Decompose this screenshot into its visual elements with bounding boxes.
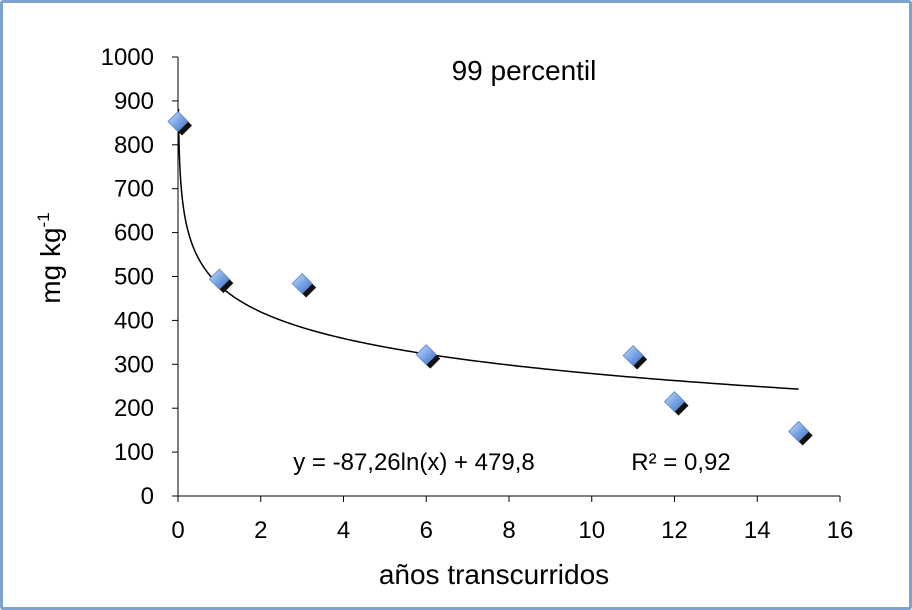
data-point-marker xyxy=(788,420,810,443)
data-point xyxy=(663,391,689,416)
data-point-marker xyxy=(291,272,313,295)
y-tick-label: 0 xyxy=(141,483,154,510)
data-point xyxy=(291,272,317,298)
data-point-marker xyxy=(208,268,230,290)
data-point xyxy=(788,420,813,446)
trendline xyxy=(177,108,799,390)
axes xyxy=(177,57,840,497)
y-tick-label: 1000 xyxy=(101,44,154,71)
data-point xyxy=(208,268,234,294)
data-point xyxy=(415,344,441,369)
x-tick-label: 8 xyxy=(502,517,515,544)
x-tick-label: 0 xyxy=(171,517,184,544)
y-tick-label: 300 xyxy=(114,351,154,378)
chart-title: 99 percentil xyxy=(452,55,597,86)
y-axis-title: mg kg-1 xyxy=(34,212,66,303)
y-axis-title-superscript: -1 xyxy=(34,212,53,227)
data-point-marker xyxy=(663,391,686,413)
y-tick-label: 100 xyxy=(114,439,154,466)
y-tick-label: 600 xyxy=(114,220,154,247)
data-points xyxy=(167,110,813,446)
y-tick-label: 400 xyxy=(114,307,154,334)
y-tick-label: 500 xyxy=(114,264,154,291)
y-axis-ticks: 0 100 200 300 400 500 600 700 800 900 1000 xyxy=(101,44,178,510)
data-point-marker xyxy=(415,344,437,366)
x-tick-label: 16 xyxy=(827,517,854,544)
y-tick-label: 800 xyxy=(114,132,154,159)
data-point xyxy=(167,110,192,136)
x-axis-ticks: 0 2 4 6 8 10 12 14 16 xyxy=(171,496,853,544)
r-squared-label: R² = 0,92 xyxy=(631,449,730,476)
data-point-marker xyxy=(622,344,644,367)
data-point xyxy=(622,344,648,370)
x-tick-label: 4 xyxy=(337,517,350,544)
x-tick-label: 14 xyxy=(744,517,771,544)
data-point-marker xyxy=(167,110,189,133)
y-axis-title-main: mg kg xyxy=(35,227,66,303)
y-tick-label: 900 xyxy=(114,88,154,115)
x-axis-title: años transcurridos xyxy=(379,559,609,590)
x-tick-label: 2 xyxy=(254,517,267,544)
y-tick-label: 200 xyxy=(114,395,154,422)
y-tick-label: 700 xyxy=(114,176,154,203)
x-tick-label: 10 xyxy=(578,517,605,544)
y-axis-title-group: mg kg-1 xyxy=(34,212,66,303)
x-tick-label: 6 xyxy=(420,517,433,544)
trendline-equation: y = -87,26ln(x) + 479,8 xyxy=(293,449,534,476)
x-tick-label: 12 xyxy=(661,517,688,544)
